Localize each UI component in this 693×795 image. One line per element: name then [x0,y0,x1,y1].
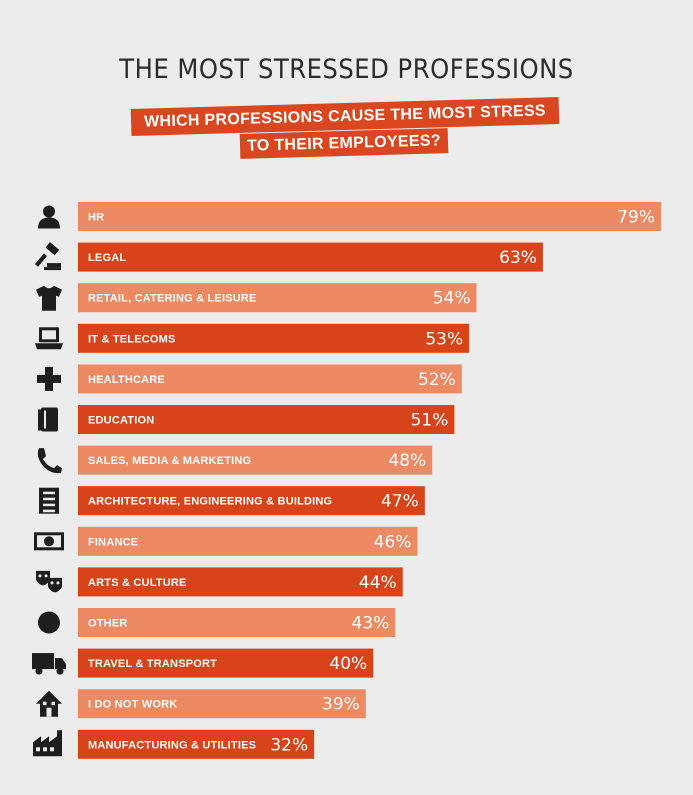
bar-value-label: 53% [425,329,463,349]
bar-it-telecoms [78,323,470,353]
bar-value-label: 40% [329,654,367,674]
factory-icon [33,730,62,757]
house-icon [36,690,62,717]
bar-category-label: MANUFACTURING & UTILITIES [88,739,256,751]
building-icon [39,487,59,514]
bar-arts-culture [78,567,403,597]
bar-category-label: FINANCE [88,536,138,548]
bar-category-label: SALES, MEDIA & MARKETING [88,455,251,467]
book-icon [38,407,58,432]
bar-value-label: 32% [270,735,308,755]
gavel-icon [34,242,61,271]
bar-finance [78,526,418,556]
chart-title: THE MOST STRESSED PROFESSIONS [119,54,574,85]
bar-value-label: 48% [388,451,426,471]
circle-icon [38,611,60,634]
bar-category-label: OTHER [88,618,128,630]
bar-retail-catering-leisure [78,283,477,313]
bar-value-label: 47% [381,492,419,512]
bar-category-label: IT & TELECOMS [88,333,176,345]
bar-healthcare [78,364,462,394]
bar-category-label: ARTS & CULTURE [88,577,187,589]
bar-architecture-engineering-building [78,486,425,516]
person-icon [38,205,60,229]
bar-category-label: HR [88,212,104,224]
bar-category-label: I DO NOT WORK [88,699,177,711]
bar-i-do-not-work [78,689,366,719]
bar-value-label: 63% [499,248,537,268]
bar-value-label: 43% [352,614,390,634]
bar-other [78,608,396,637]
bar-category-label: ARCHITECTURE, ENGINEERING & BUILDING [88,496,332,508]
cross-icon [37,366,61,391]
banknote-icon [34,532,64,551]
bar-category-label: TRAVEL & TRANSPORT [88,658,217,670]
bar-value-label: 44% [359,573,397,593]
bar-value-label: 54% [433,289,471,309]
bar-value-label: 51% [411,411,449,431]
bar-legal [78,242,543,272]
bar-category-label: EDUCATION [88,415,154,427]
truck-icon [32,653,66,675]
bar-value-label: 79% [617,208,655,228]
laptop-icon [35,327,63,350]
bar-hr [78,202,661,231]
bar-manufacturing-utilities [78,729,315,759]
bar-category-label: HEALTHCARE [88,374,165,386]
bar-sales-media-marketing [78,445,433,475]
bar-value-label: 46% [374,532,412,552]
bar-value-label: 52% [418,370,456,390]
bar-value-label: 39% [322,695,360,715]
tshirt-icon [36,285,62,311]
bar-education [78,405,455,434]
masks-icon [36,570,62,593]
phone-icon [37,448,62,474]
bar-category-label: LEGAL [88,252,126,264]
bar-travel-transport [78,648,374,678]
bar-category-label: RETAIL, CATERING & LEISURE [88,293,257,305]
